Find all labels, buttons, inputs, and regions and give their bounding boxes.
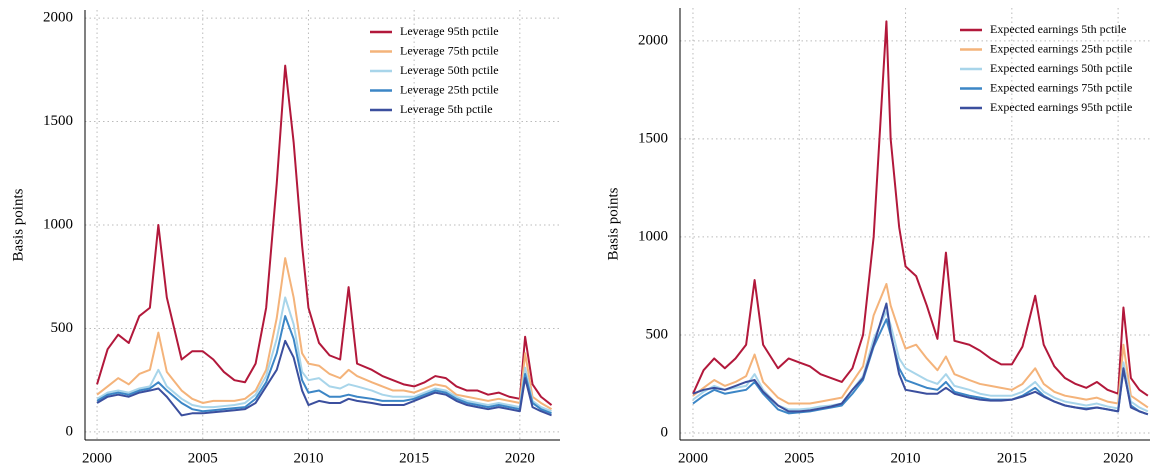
y-tick-label: 0 [66, 423, 74, 439]
legend-label: Expected earnings 50th pctile [990, 61, 1132, 75]
y-tick-label: 1000 [43, 216, 73, 232]
y-tick-label: 500 [51, 320, 74, 336]
y-tick-label: 500 [646, 326, 669, 342]
data-line [96, 64, 553, 406]
data-line [96, 296, 552, 413]
data-line [96, 339, 552, 417]
legend-label: Leverage 95th pctile [400, 24, 499, 38]
x-tick-label: 2005 [188, 450, 218, 466]
x-tick-label: 2010 [293, 450, 323, 466]
x-tick-label: 2020 [505, 450, 535, 466]
y-tick-label: 0 [661, 424, 669, 440]
subplot: 0 500 1000 1500 2000 2000 2005 2010 2015 2020 Basi… [10, 10, 560, 466]
subplot: 0 500 1000 1500 2000 2000 2005 2010 2015 2020 Basi… [605, 8, 1150, 466]
x-tick-label: 2015 [997, 450, 1027, 466]
x-tick-label: 2010 [891, 450, 921, 466]
y-axis-label: Basis points [10, 188, 26, 261]
y-axis-label: Basis points [605, 187, 621, 260]
y-tick-label: 2000 [638, 32, 668, 48]
legend-label: Leverage 25th pctile [400, 82, 499, 96]
legend-label: Leverage 75th pctile [400, 43, 499, 57]
x-tick-label: 2000 [678, 450, 708, 466]
legend-label: Expected earnings 25th pctile [990, 41, 1132, 55]
legend-label: Expected earnings 5th pctile [990, 22, 1126, 36]
x-tick-label: 2005 [784, 450, 814, 466]
legend-label: Leverage 5th pctile [400, 102, 493, 116]
y-tick-label: 1500 [638, 130, 668, 146]
data-line [692, 20, 1149, 397]
data-line [96, 257, 553, 411]
y-tick-label: 1000 [638, 228, 668, 244]
legend-label: Leverage 50th pctile [400, 63, 499, 77]
legend-label: Expected earnings 75th pctile [990, 80, 1132, 94]
y-tick-label: 2000 [43, 10, 73, 26]
x-tick-label: 2000 [82, 450, 112, 466]
legend: Expected earnings 5th pctile Expected ear… [960, 22, 1132, 114]
legend: Leverage 95th pctile Leverage 75th pctile… [370, 24, 499, 116]
y-tick-label: 1500 [43, 113, 73, 129]
legend-label: Expected earnings 95th pctile [990, 100, 1132, 114]
x-tick-label: 2015 [399, 450, 429, 466]
x-tick-label: 2020 [1103, 450, 1133, 466]
data-line [96, 315, 552, 415]
data-line [692, 302, 1149, 416]
data-line [692, 282, 1149, 409]
